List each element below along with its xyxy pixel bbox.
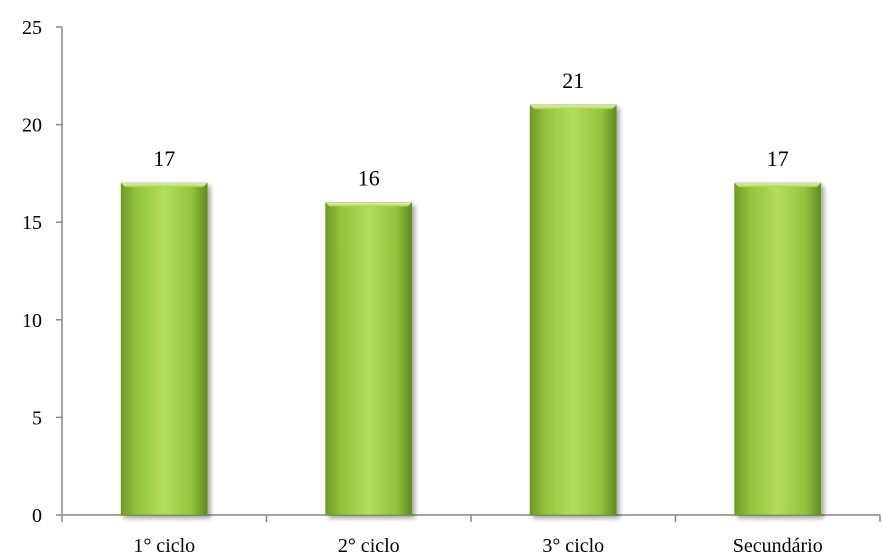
bar — [529, 104, 617, 516]
y-tick-label: 20 — [22, 115, 42, 137]
x-category-label: 1° ciclo — [133, 535, 195, 554]
bar-value-label: 16 — [358, 166, 380, 191]
bars — [120, 104, 822, 516]
y-tick-label: 10 — [22, 310, 42, 332]
bar — [325, 202, 413, 516]
bar-body — [734, 182, 822, 516]
bar-top-bevel — [121, 183, 208, 188]
bar-body — [120, 182, 208, 516]
bar-value-label: 17 — [767, 146, 789, 171]
x-category-label: 2° ciclo — [338, 535, 400, 554]
x-category-label: Secundário — [733, 535, 823, 554]
bar-top-bevel — [734, 183, 821, 188]
bar-value-label: 21 — [562, 68, 584, 93]
bar — [120, 182, 208, 516]
bar-body — [529, 104, 617, 516]
bar-value-label: 17 — [153, 146, 175, 171]
y-tick-label: 0 — [32, 505, 42, 527]
labels: 0 5 10 15 20 25 17 1° ciclo 16 2° ciclo 21 3° ciclo… — [22, 17, 823, 554]
bar-top-bevel — [325, 202, 412, 207]
bar-top-bevel — [530, 105, 617, 110]
y-tick-label: 15 — [22, 212, 42, 234]
y-tick-label: 5 — [32, 407, 42, 429]
x-category-label: 3° ciclo — [542, 535, 604, 554]
y-tick-label: 25 — [22, 17, 42, 39]
bar — [734, 182, 822, 516]
bar-body — [325, 202, 413, 516]
